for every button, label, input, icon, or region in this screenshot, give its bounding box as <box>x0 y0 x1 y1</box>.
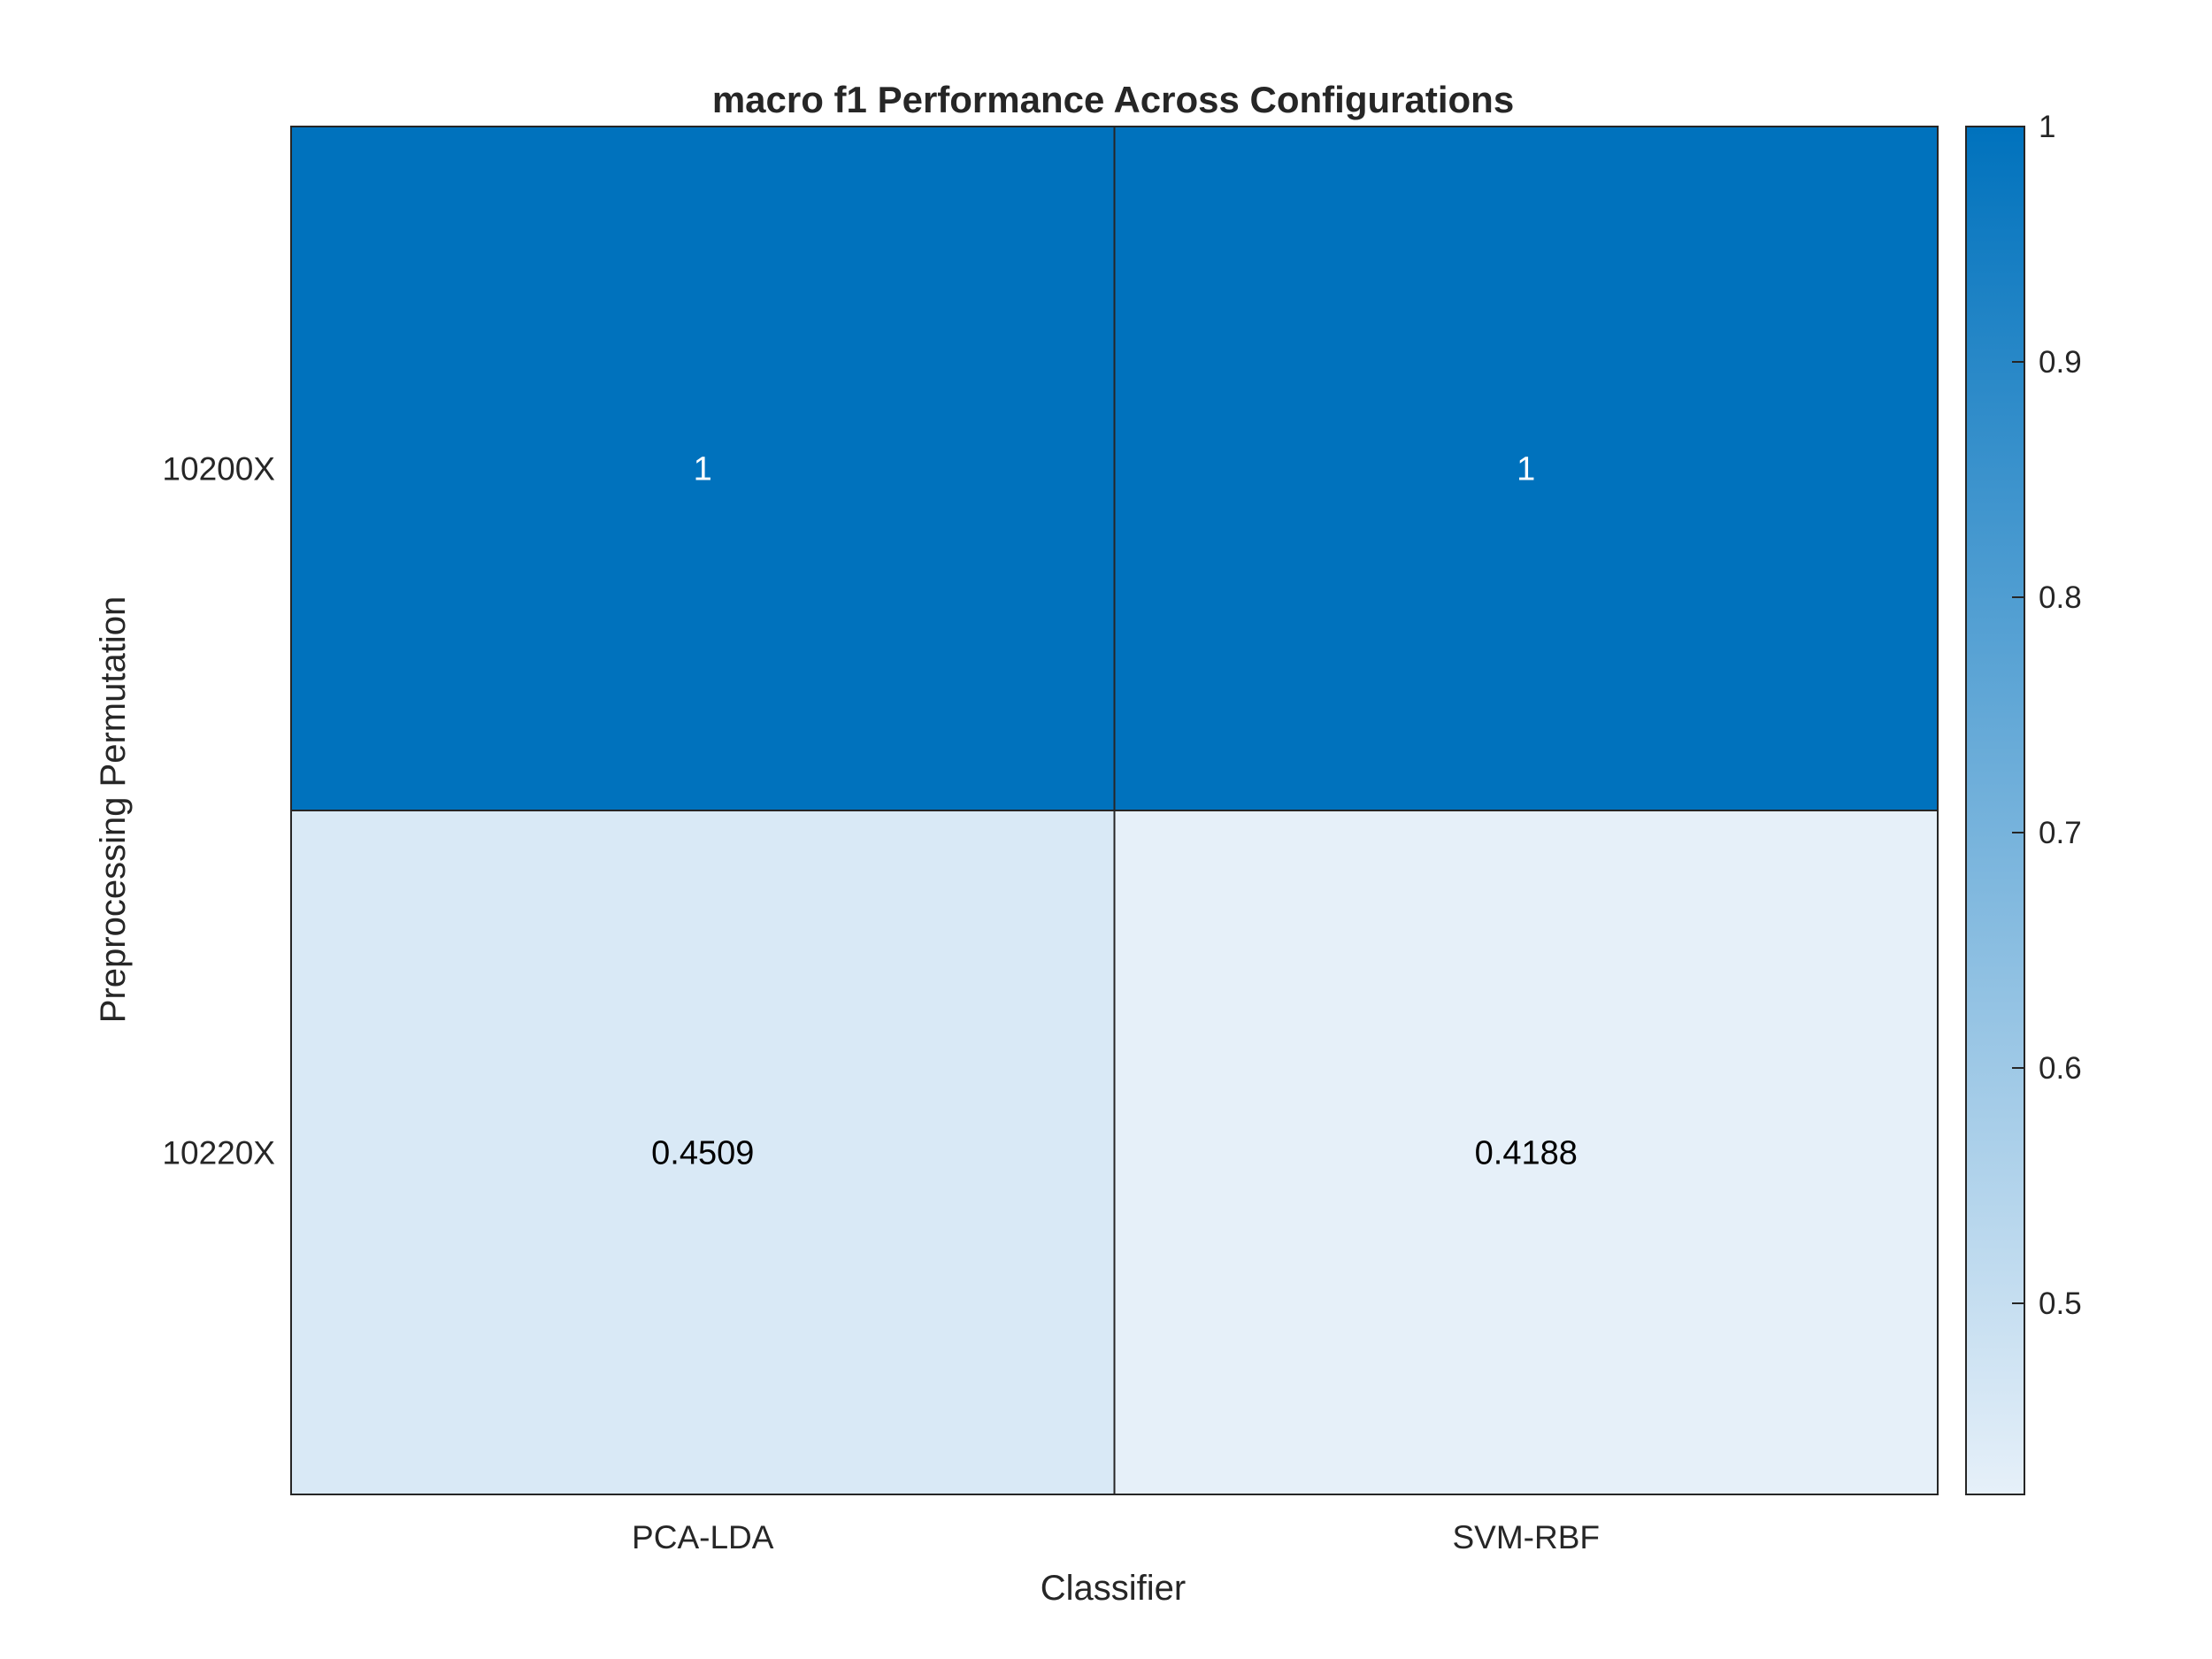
colorbar-tick-label: 0.9 <box>2039 345 2082 380</box>
heatmap-cells <box>290 126 1939 1495</box>
x-axis-label: Classifier <box>1041 1569 1186 1608</box>
y-tick-label: 10200X <box>162 451 275 488</box>
cell-value-label: 1 <box>1517 451 1535 488</box>
heatmap-cell-10200X-SVM-RBF <box>1113 126 1939 811</box>
heatmap-cell-10220X-SVM-RBF <box>1113 810 1939 1495</box>
colorbar-ticks: 0.5 0.6 0.7 0.8 0.9 1 <box>2012 110 2082 1321</box>
colorbar-tick-label: 0.8 <box>2039 580 2082 615</box>
y-tick-labels: 10200X 10220X <box>162 451 275 1171</box>
cell-value-label: 0.4509 <box>651 1135 754 1172</box>
heatmap-cell-10200X-PCA-LDA <box>290 126 1116 811</box>
colorbar-gradient <box>1965 126 2025 1495</box>
x-tick-label: PCA-LDA <box>632 1519 774 1555</box>
chart-title: macro f1 Performance Across Configuratio… <box>712 79 1514 120</box>
x-tick-labels: PCA-LDA SVM-RBF <box>632 1519 1600 1555</box>
colorbar-tick-label: 0.5 <box>2039 1286 2082 1321</box>
colorbar-tick-label: 0.7 <box>2039 816 2082 850</box>
cell-value-label: 1 <box>694 451 712 488</box>
x-tick-label: SVM-RBF <box>1453 1519 1601 1555</box>
colorbar-tick-label: 0.6 <box>2039 1051 2082 1086</box>
cell-value-label: 0.4188 <box>1475 1135 1578 1172</box>
y-tick-label: 10220X <box>162 1135 275 1171</box>
heatmap-cell-labels: 1 1 0.4509 0.4188 <box>651 451 1578 1172</box>
y-axis-label: Preprocessing Permutation <box>94 596 133 1023</box>
colorbar: 0.5 0.6 0.7 0.8 0.9 1 <box>1965 110 2082 1495</box>
colorbar-tick-label: 1 <box>2039 110 2055 144</box>
heatmap-cell-10220X-PCA-LDA <box>290 810 1116 1495</box>
